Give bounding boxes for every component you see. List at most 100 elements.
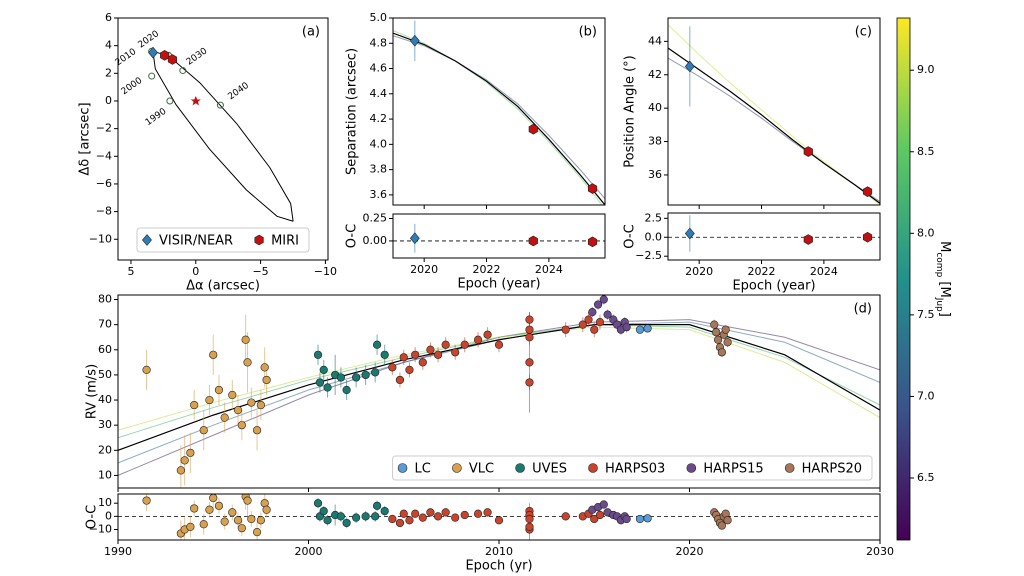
y-axis-label: Position Angle (°) (623, 55, 638, 168)
residual-marker (252, 528, 262, 537)
marker (803, 146, 813, 157)
residual-marker (371, 512, 380, 521)
x-tick-label: 2020 (676, 545, 704, 558)
marker (252, 426, 262, 435)
marker (525, 358, 534, 367)
y-tick-label: 40 (98, 393, 112, 406)
marker (578, 320, 587, 329)
residual-marker (635, 514, 645, 524)
marker (599, 295, 608, 304)
residual-axis-label: O-C (85, 505, 100, 529)
y-tick-label: 10 (98, 496, 112, 509)
marker (561, 325, 570, 334)
marker (243, 358, 252, 367)
residual-marker (483, 508, 492, 517)
marker (190, 400, 199, 410)
marker (160, 50, 170, 61)
panel-label: (d) (854, 302, 872, 317)
y-axis-label: Δδ [arcsec] (78, 102, 93, 175)
residual-marker (587, 236, 598, 248)
marker (180, 456, 189, 465)
marker (411, 350, 420, 359)
legend-marker (397, 463, 408, 473)
plot-area (668, 215, 880, 252)
x-tick-label: 2022 (473, 263, 501, 276)
legend-label: HARPS03 (605, 462, 665, 477)
marker (315, 378, 325, 387)
epoch-marker (166, 97, 174, 105)
marker (603, 310, 612, 319)
plot-area (393, 223, 605, 253)
colorbar-tick-label: 8.5 (917, 145, 935, 158)
residual-marker (243, 496, 252, 505)
residual-marker (409, 232, 420, 245)
y-tick-label: 4.0 (370, 137, 388, 150)
legend-marker (686, 463, 697, 473)
y-tick-label: 60 (98, 343, 112, 356)
residual-marker (561, 512, 570, 521)
residual-marker (256, 516, 265, 525)
marker (460, 340, 469, 349)
marker (176, 466, 185, 475)
residual-marker (405, 516, 414, 525)
legend-marker (784, 463, 795, 473)
x-tick-label: 0 (192, 265, 199, 278)
marker (395, 375, 405, 385)
axes-frame (117, 17, 329, 261)
y-tick-label: 10 (98, 468, 112, 481)
y-tick-label: −8 (96, 205, 112, 218)
model-line (393, 30, 603, 205)
panel-label: (c) (855, 25, 872, 40)
residual-marker (418, 513, 427, 522)
legend-label: VLC (469, 462, 494, 477)
residual-marker (525, 514, 534, 524)
marker (260, 363, 269, 372)
marker (684, 60, 695, 73)
legend-label: UVES (532, 462, 567, 477)
residual-marker (460, 510, 469, 520)
marker (525, 333, 534, 342)
marker (712, 328, 721, 337)
legend-label: LC (415, 462, 431, 477)
marker (409, 34, 420, 47)
marker (313, 350, 323, 359)
marker (372, 340, 382, 349)
fit-line (668, 47, 880, 204)
legend-marker (515, 463, 525, 473)
marker (643, 324, 652, 333)
y-tick-label: −2.5 (635, 249, 662, 262)
legend-label: HARPS15 (703, 462, 763, 477)
residual-marker (525, 522, 534, 531)
y-tick-label: 0.0 (645, 230, 663, 243)
host-star (190, 95, 201, 106)
marker (862, 186, 873, 197)
marker (433, 350, 443, 359)
x-tick-label: 2000 (295, 545, 323, 558)
residual-marker (186, 522, 195, 531)
residual-marker (388, 514, 397, 524)
marker (388, 363, 397, 372)
residual-marker (395, 518, 405, 528)
marker (723, 338, 732, 347)
y-tick-label: −10 (89, 232, 112, 245)
residual-marker (643, 514, 652, 523)
legend-box (136, 227, 310, 253)
marker (241, 335, 250, 344)
marker (262, 375, 271, 385)
residual-marker (342, 518, 351, 528)
x-tick-label: 2030 (866, 545, 894, 558)
epoch-marker (216, 101, 224, 109)
x-tick-label: 2020 (410, 263, 438, 276)
y-tick-label: 3.8 (370, 163, 388, 176)
colorbar-label: Mcomp [MJup] (935, 241, 953, 317)
y-tick-label: 2 (105, 66, 112, 79)
y-tick-label: 0.25 (363, 211, 388, 224)
residual-marker (209, 494, 218, 503)
marker (142, 365, 151, 374)
x-tick-label: 5 (127, 265, 134, 278)
residual-marker (441, 508, 450, 517)
legend-label: MIRI (271, 234, 299, 249)
x-tick-label: 2024 (810, 265, 838, 278)
residual-marker (595, 510, 605, 520)
